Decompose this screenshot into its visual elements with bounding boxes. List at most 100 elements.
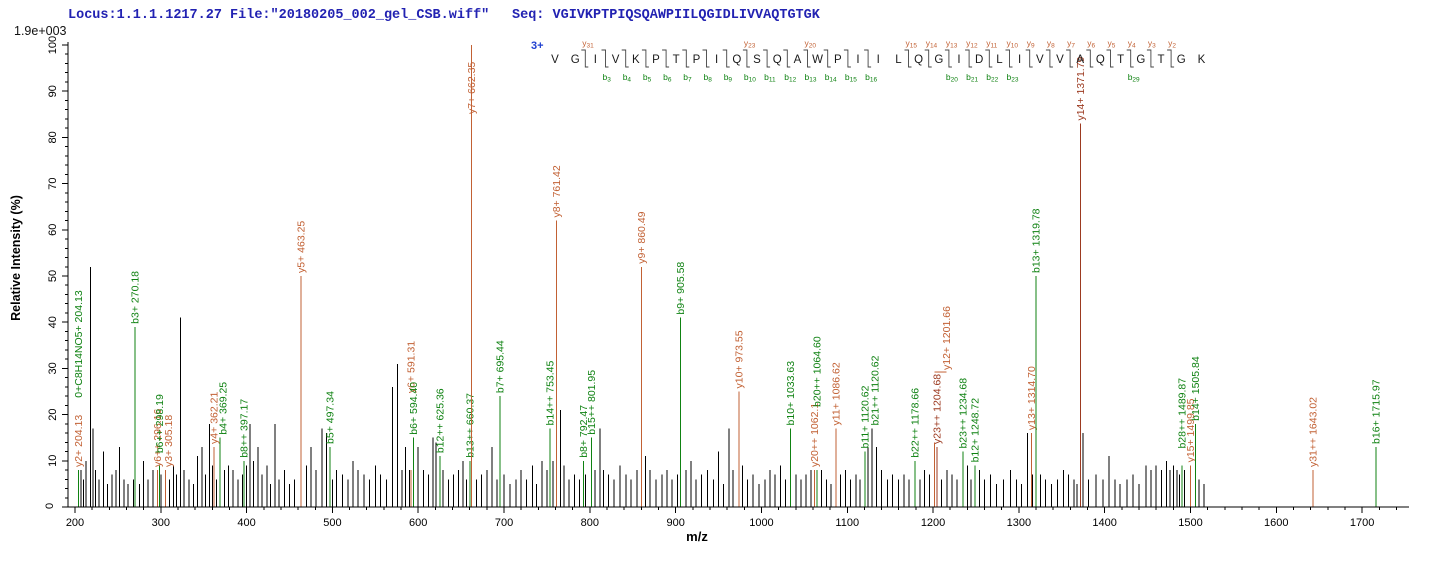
ladder-residue: D — [975, 54, 983, 66]
peak-label: b23++ 1234.68 — [957, 378, 969, 449]
peak-label: y23++ 1204.68 — [932, 374, 944, 444]
ladder-residue: V — [551, 54, 559, 66]
peak-label: y6+ 591.31 — [405, 341, 417, 393]
ladder-y-ion-label: y5 — [1108, 38, 1116, 50]
x-axis-title: m/z — [686, 529, 708, 544]
fragment-divider — [783, 49, 791, 68]
fragment-divider — [904, 49, 912, 68]
ladder-y-ion-label: y8 — [1047, 38, 1055, 50]
peak-label: b20++ 1064.60 — [811, 336, 823, 407]
ladder-residue: Q — [914, 54, 923, 66]
ladder-y-ion-label: y14 — [926, 38, 938, 50]
fragment-divider — [924, 49, 932, 68]
ladder-residue: V — [1036, 54, 1044, 66]
ladder-residue: I — [877, 54, 880, 66]
ladder-b-ion-label: b23 — [1007, 72, 1019, 84]
ladder-y-ion-label: y15 — [906, 38, 918, 50]
ladder-b-ion-label: b3 — [603, 72, 612, 84]
fragment-divider — [1146, 49, 1154, 68]
ladder-y-ion-label: y11 — [986, 38, 997, 50]
x-tick-label: 1400 — [1092, 517, 1116, 529]
ladder-residue: Q — [732, 54, 741, 66]
precursor-charge-label: 3+ — [531, 40, 544, 52]
fragment-divider — [722, 49, 730, 68]
sequence-header: Seq: VGIVKPTPIQSQAWPIILQGIDLIVVAQTGTGK — [512, 8, 820, 23]
ladder-residue: V — [612, 54, 620, 66]
ladder-y-ion-label: y4 — [1128, 38, 1136, 50]
peak-label: b11+ 1120.62 — [859, 385, 871, 448]
ladder-b-ion-label: b7 — [683, 72, 692, 84]
ladder-y-ion-label: y3 — [1148, 38, 1156, 50]
x-tick-label: 600 — [409, 517, 427, 529]
peak-label: y6++ 296.16 — [152, 408, 164, 467]
ladder-y-ion-label: y20 — [805, 38, 817, 50]
fragment-divider — [985, 49, 993, 68]
header-row: Locus:1.1.1.1217.27 File:"20180205_002_g… — [0, 8, 1436, 28]
peak-label: y20++ 1062.1 — [809, 403, 821, 467]
ladder-y-ion-label: y23 — [744, 38, 756, 50]
peak-label: b5+ 497.34 — [325, 391, 337, 444]
x-tick-label: 400 — [237, 517, 255, 529]
ladder-b-ion-label: b13 — [805, 72, 817, 84]
ladder-residue: A — [1076, 54, 1084, 66]
peak-label: b3+ 270.18 — [130, 271, 142, 324]
ladder-b-ion-label: b5 — [643, 72, 652, 84]
peak-label: b10+ 1033.63 — [785, 361, 797, 426]
peak-label: b16+ 1715.97 — [1370, 379, 1382, 444]
fragment-divider — [1025, 49, 1033, 68]
x-tick-label: 1300 — [1007, 517, 1031, 529]
ladder-residue: P — [652, 54, 660, 66]
peak-label: b21++ 1120.62 — [869, 355, 881, 425]
ladder-b-ion-label: b12 — [784, 72, 796, 84]
peak-label: b12++ 625.36 — [434, 388, 446, 453]
fragment-divider — [1106, 49, 1114, 68]
fragment-divider — [1126, 49, 1134, 68]
fragment-divider — [742, 49, 750, 68]
fragment-divider — [621, 49, 629, 68]
ladder-b-ion-label: b9 — [724, 72, 733, 84]
ladder-residue: P — [693, 54, 701, 66]
x-tick-label: 900 — [666, 517, 684, 529]
fragment-divider — [1066, 49, 1074, 68]
ladder-b-ion-label: b16 — [865, 72, 877, 84]
peak-label: y11+ 1086.62 — [830, 362, 842, 425]
ladder-residue: K — [632, 54, 640, 66]
x-tick-label: 1200 — [921, 517, 945, 529]
y-tick-label: 80 — [47, 131, 59, 143]
fragment-divider — [843, 49, 851, 68]
peak-label: b14++ 753.45 — [544, 360, 556, 425]
fragment-divider — [864, 49, 872, 68]
peak-label: y7+ 662.35 — [466, 62, 478, 114]
sequence-text: VGIVKPTPIQSQAWPIILQGIDLIVVAQTGTGK — [552, 8, 820, 23]
ladder-y-ion-label: y12 — [966, 38, 978, 50]
ladder-residue: I — [1018, 54, 1021, 66]
ladder-residue: K — [1198, 54, 1206, 66]
ladder-b-ion-label: b21 — [966, 72, 978, 84]
ladder-b-ion-label: b6 — [663, 72, 672, 84]
ladder-residue: G — [1177, 54, 1186, 66]
peak-label: y9+ 860.49 — [636, 211, 648, 263]
ladder-residue: Q — [773, 54, 782, 66]
intensity-scale-note: 1.9e+003 — [14, 24, 67, 38]
fragment-divider — [682, 49, 690, 68]
peak-label: y4+ 362.21 — [209, 392, 221, 444]
x-tick-label: 1600 — [1264, 517, 1288, 529]
ladder-residue: L — [996, 54, 1003, 66]
peak-label: y5+ 463.25 — [295, 221, 307, 273]
fragment-divider — [965, 49, 973, 68]
peak-label: b28++ 1489.87 — [1176, 378, 1188, 449]
ladder-residue: S — [753, 54, 761, 66]
ladder-residue: V — [1056, 54, 1064, 66]
ladder-b-ion-label: b20 — [946, 72, 958, 84]
ladder-y-ion-label: y6 — [1087, 38, 1095, 50]
peak-label: b14+ 1505.84 — [1190, 356, 1202, 421]
peak-label: b8++ 397.17 — [239, 399, 251, 458]
ladder-residue: I — [957, 54, 960, 66]
ladder-residue: T — [1157, 54, 1164, 66]
ladder-residue: I — [856, 54, 859, 66]
ladder-b-ion-label: b29 — [1128, 72, 1140, 84]
ladder-residue: I — [715, 54, 718, 66]
y-tick-label: 60 — [47, 224, 59, 236]
peak-label: b9+ 905.58 — [675, 262, 687, 315]
